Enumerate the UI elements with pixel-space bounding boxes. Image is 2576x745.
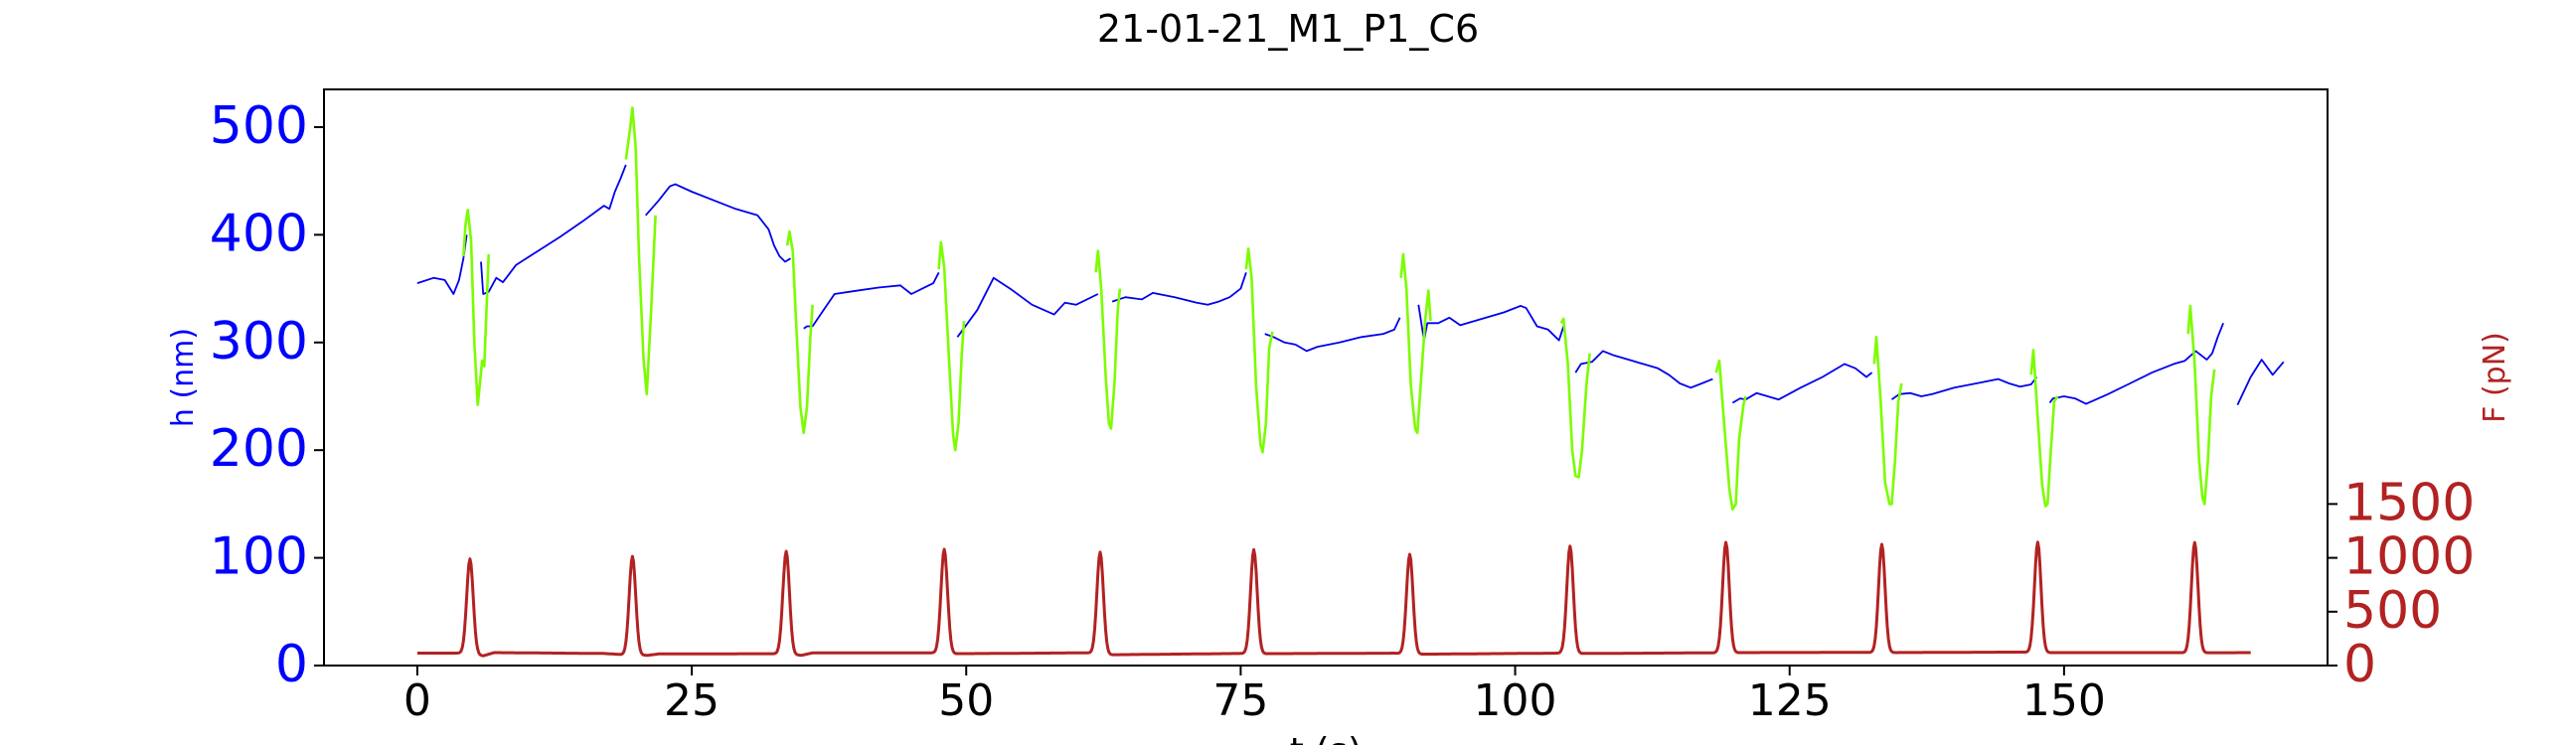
height-pulse-segment-0 xyxy=(462,209,490,406)
height-segment-2 xyxy=(645,183,791,263)
height-pulse-segment-2 xyxy=(785,229,814,435)
y-left-tick-label: 0 xyxy=(275,635,308,694)
y-axis-left-label: h (nm) xyxy=(166,328,201,427)
x-axis: 0 25 50 75 100 125 150 xyxy=(403,666,2106,726)
height-segment-7 xyxy=(1417,304,1566,342)
x-tick-label: 75 xyxy=(1212,675,1268,726)
force-trace xyxy=(416,540,2252,658)
chart-title: 21-01-21_M1_P1_C6 xyxy=(1097,7,1479,51)
height-pulse-segment-8 xyxy=(1714,359,1747,512)
x-tick-label: 25 xyxy=(664,675,720,726)
y-left-tick-label: 200 xyxy=(210,419,308,479)
y-right-tick-label: 1500 xyxy=(2343,473,2475,532)
height-pulse-segment-3 xyxy=(937,240,966,452)
height-pulse-segment-9 xyxy=(1872,336,1903,506)
height-pulse-segment-6 xyxy=(1399,252,1432,435)
height-segment-8 xyxy=(1574,350,1713,389)
y-axis-right-label: F (pN) xyxy=(2478,332,2512,423)
height-pulse-segment-11 xyxy=(2186,304,2216,506)
height-segment-4 xyxy=(956,276,1099,338)
height-pulse-segment-7 xyxy=(1559,317,1591,479)
x-tick-label: 125 xyxy=(1748,675,1832,726)
plot-frame xyxy=(323,88,2329,667)
y-left-tick-label: 100 xyxy=(210,527,308,587)
height-segment-11 xyxy=(2048,322,2224,405)
y-left-tick-label: 500 xyxy=(210,96,308,156)
x-tick-label: 100 xyxy=(1474,675,1557,726)
x-axis-label: t (s) xyxy=(1290,731,1362,745)
x-tick-label: 150 xyxy=(2022,675,2106,726)
height-segment-5 xyxy=(1111,272,1247,306)
height-segment-12 xyxy=(2236,359,2285,405)
height-pulse-segment-4 xyxy=(1094,249,1122,430)
y-axis-left: 0 100 200 300 400 500 xyxy=(210,96,324,694)
height-segment-0 xyxy=(416,234,468,295)
height-segment-1 xyxy=(480,164,627,295)
height-pulse-segment-5 xyxy=(1244,247,1274,454)
x-tick-label: 0 xyxy=(403,675,431,726)
height-pulse-segment-1 xyxy=(624,106,657,396)
plot-area xyxy=(416,106,2285,658)
height-segment-10 xyxy=(1890,375,2038,400)
height-segment-6 xyxy=(1264,317,1401,353)
y-right-tick-label: 500 xyxy=(2343,581,2442,641)
y-right-tick-label: 1000 xyxy=(2343,527,2475,587)
x-tick-label: 50 xyxy=(938,675,994,726)
y-left-tick-label: 300 xyxy=(210,312,308,372)
y-right-tick-label: 0 xyxy=(2343,635,2376,694)
height-segment-9 xyxy=(1731,363,1873,404)
height-segment-3 xyxy=(803,271,940,330)
height-pulse-segment-10 xyxy=(2029,349,2059,508)
y-left-tick-label: 400 xyxy=(210,204,308,263)
